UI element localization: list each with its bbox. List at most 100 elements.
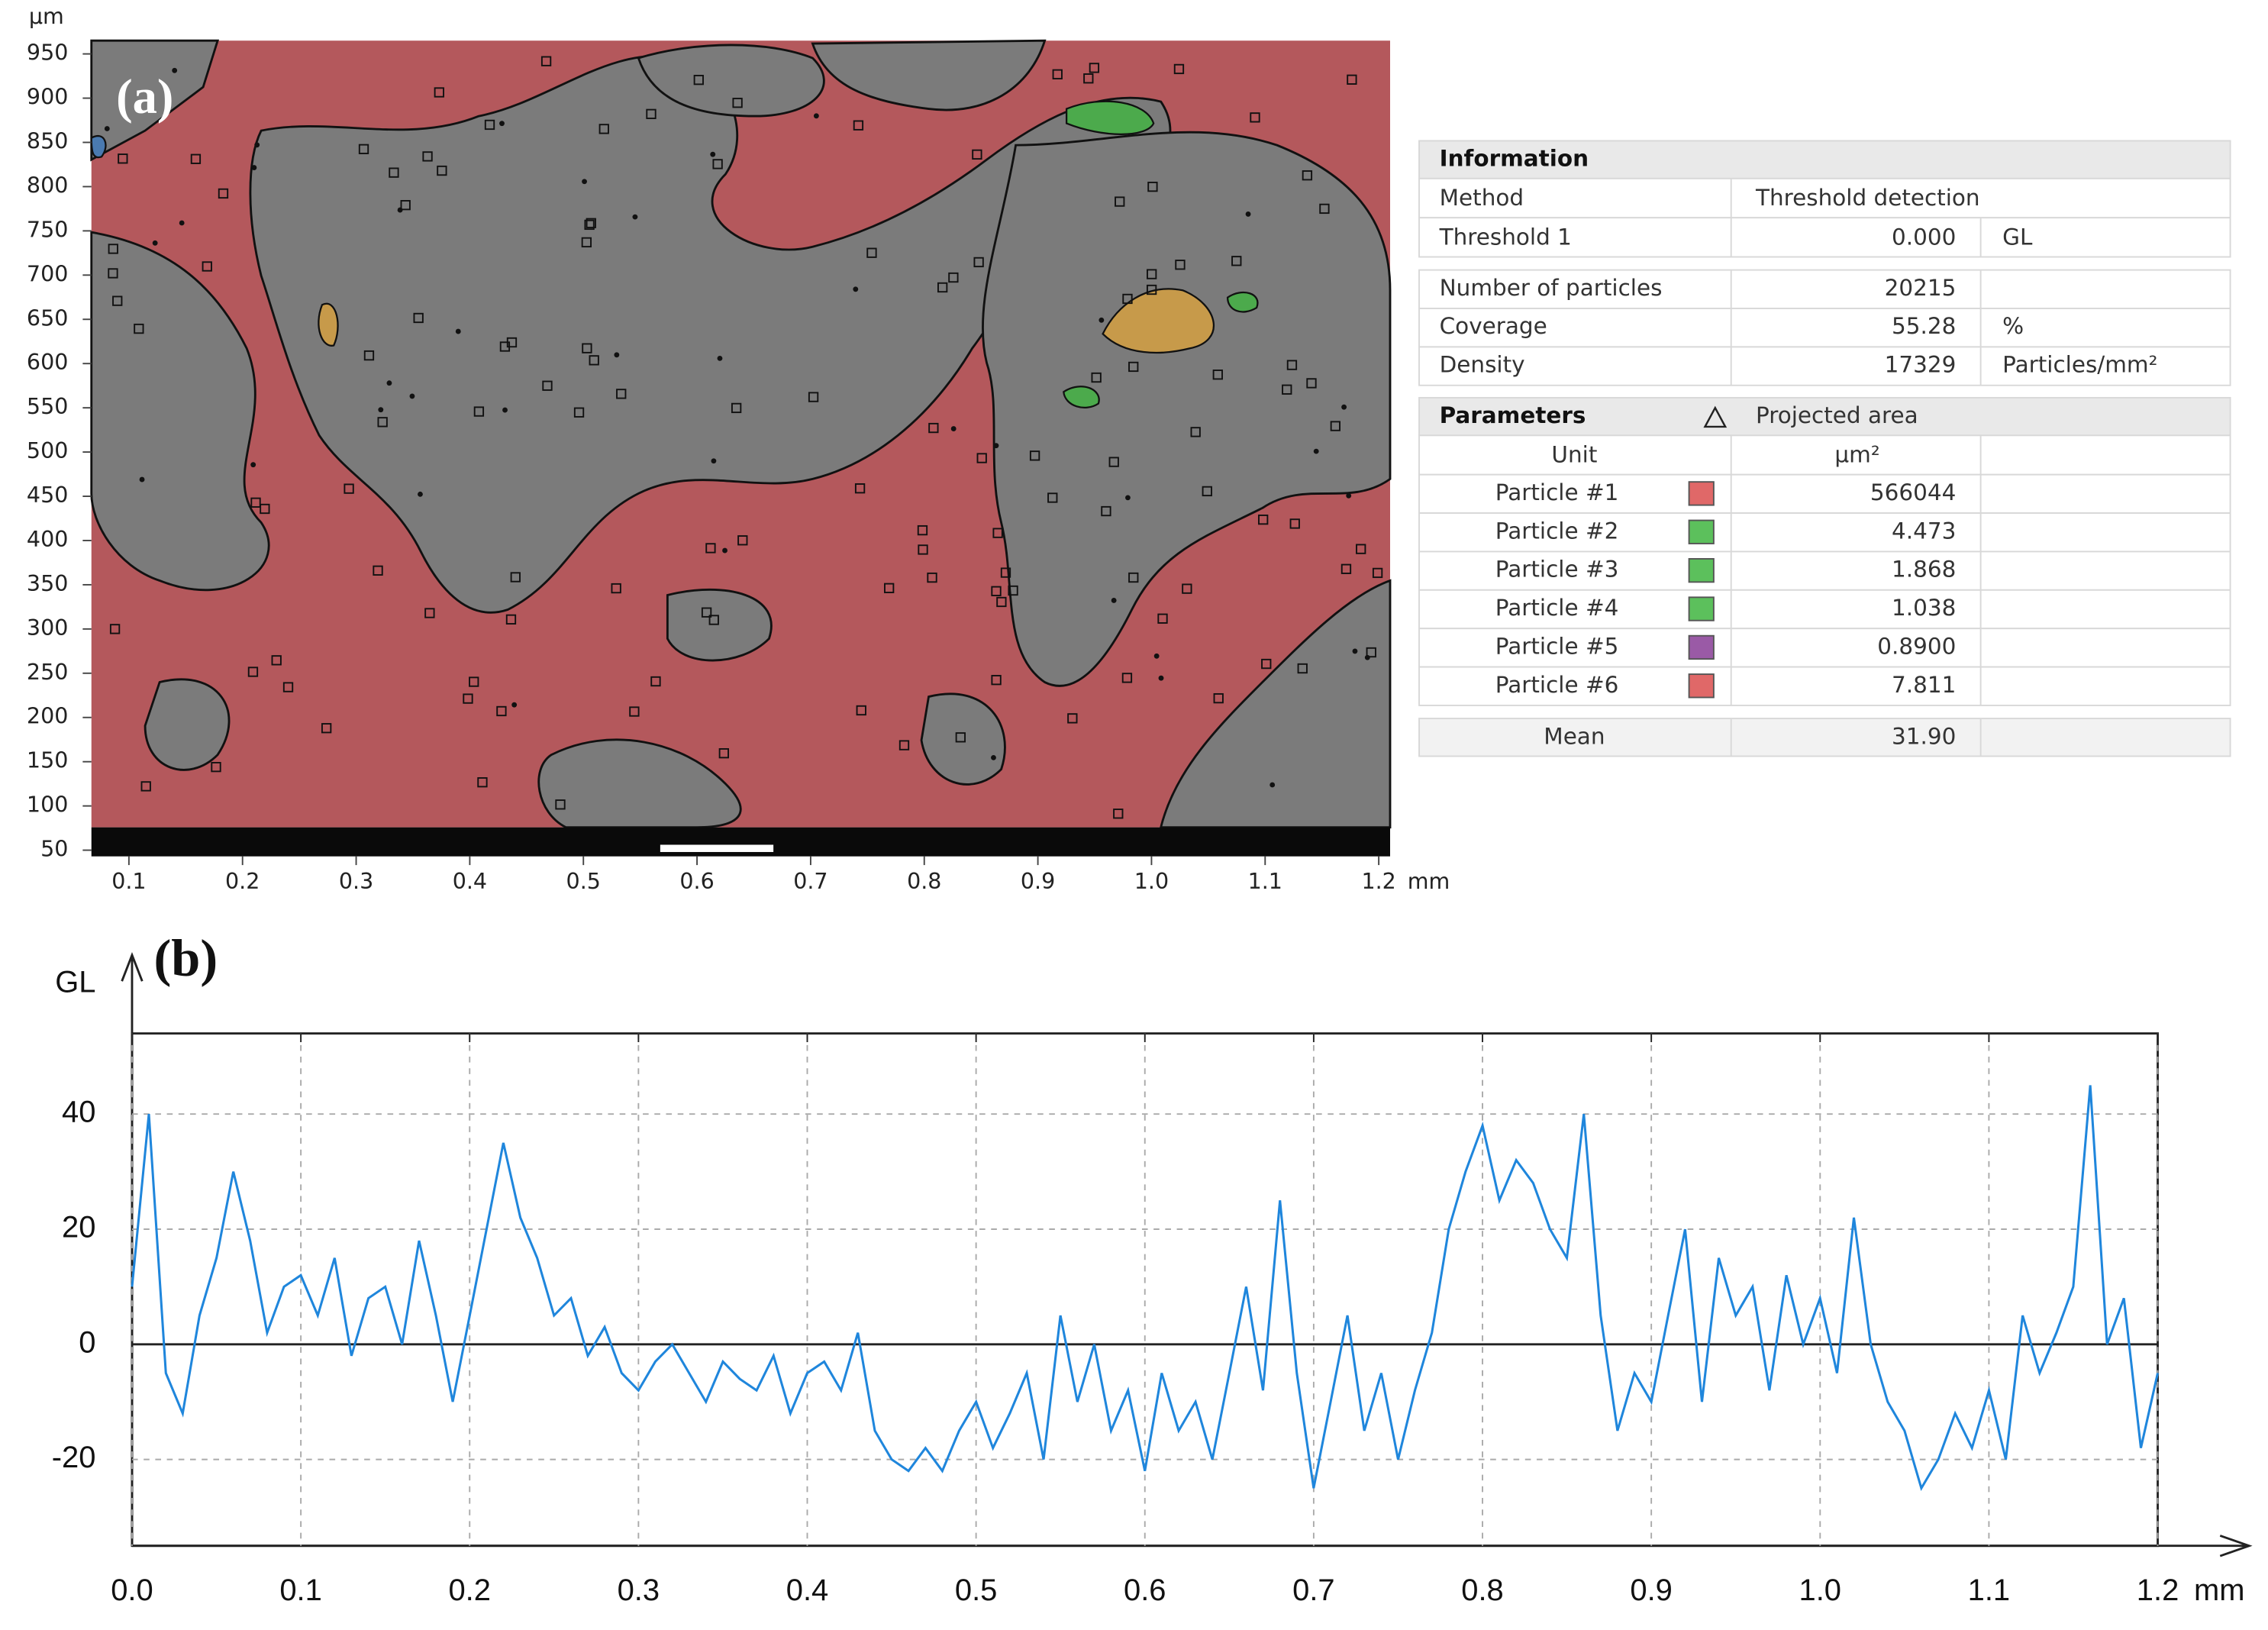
x-tick-label: 0.0 xyxy=(111,1574,153,1607)
particle-marker xyxy=(1258,514,1269,525)
particle-marker xyxy=(1029,450,1040,461)
particle-marker xyxy=(496,705,507,717)
particle-marker xyxy=(139,476,145,483)
particle-name: Particle #3 xyxy=(1495,557,1619,583)
particle-marker xyxy=(418,491,423,497)
particle-marker xyxy=(1269,782,1276,788)
particle-marker xyxy=(898,740,910,750)
particle-marker xyxy=(140,781,151,792)
particle-marker xyxy=(650,676,661,687)
particle-marker xyxy=(109,624,121,634)
y-tick-label: 600 xyxy=(27,350,68,375)
particle-markers xyxy=(104,56,1383,819)
particle-marker xyxy=(710,151,716,157)
particle-marker xyxy=(856,705,866,716)
table-row xyxy=(1418,177,2231,219)
particle-marker xyxy=(1282,384,1292,395)
y-tick-label: 300 xyxy=(27,615,68,641)
particle-marker xyxy=(950,426,957,431)
x-tick-label: 1.1 xyxy=(1968,1574,2010,1607)
sort-icon xyxy=(1703,405,1728,428)
x-tick-label: 0.7 xyxy=(793,869,828,894)
particle-marker xyxy=(581,237,592,248)
particle-marker xyxy=(918,544,928,555)
particle-marker xyxy=(813,113,819,119)
particle-marker xyxy=(422,151,433,162)
unit-label: Unit xyxy=(1551,441,1597,467)
particle-marker xyxy=(1000,567,1011,578)
particle-marker xyxy=(469,676,479,687)
y-tick-label: 650 xyxy=(27,305,68,331)
gray-regions xyxy=(90,39,1392,829)
particle-marker xyxy=(271,655,282,666)
particle-marker xyxy=(1175,260,1186,270)
particle-marker xyxy=(1190,427,1201,437)
particle-marker xyxy=(718,748,729,759)
particle-marker xyxy=(1261,658,1272,670)
particle-marker xyxy=(598,124,609,134)
particle-marker xyxy=(991,586,1002,596)
particle-marker xyxy=(254,142,260,148)
particle-marker xyxy=(247,667,259,677)
particle-marker xyxy=(118,153,128,164)
particle-color xyxy=(1688,519,1715,544)
particle-marker xyxy=(1128,361,1139,373)
particle-color xyxy=(1688,634,1715,660)
particle-marker xyxy=(1153,653,1160,659)
particle-marker xyxy=(708,615,719,625)
y-tick-label: 900 xyxy=(27,85,68,110)
particle-marker xyxy=(589,355,599,366)
particle-marker xyxy=(1121,673,1133,683)
particle-marker xyxy=(112,295,123,306)
table-row xyxy=(1418,666,2231,706)
particle-marker xyxy=(499,341,511,352)
particle-marker xyxy=(455,328,461,334)
particle-marker xyxy=(108,244,118,254)
colored-particles xyxy=(90,100,1259,409)
particle-marker xyxy=(1083,73,1094,84)
x-tick-label: 1.0 xyxy=(1134,869,1169,894)
table-row xyxy=(1418,512,2231,553)
y-tick-label: 750 xyxy=(27,217,68,242)
particle-marker xyxy=(1286,360,1298,370)
particle-marker xyxy=(540,56,552,66)
particle-marker xyxy=(1202,486,1212,497)
particle-marker xyxy=(1111,598,1117,603)
particle-value: 0.8900 xyxy=(1877,633,1956,659)
x-tick-label: 1.0 xyxy=(1799,1574,1841,1607)
particle-marker xyxy=(1352,648,1358,654)
particle-color xyxy=(1688,481,1715,506)
particle-marker xyxy=(202,261,212,272)
particle-marker xyxy=(389,167,399,178)
panel-b-plot: -20 0 20 40 0.0 0.1 0.2 0.3 0.4 0.5 0.6 0.7 0.8 0.9 1.… xyxy=(52,1033,2179,1607)
mean-label: Mean xyxy=(1544,723,1605,749)
x-tick-label: 0.8 xyxy=(907,869,941,894)
row-label: Method xyxy=(1440,185,1524,211)
row-unit: Particles/mm² xyxy=(2002,352,2157,378)
x-tick-label: 0.2 xyxy=(448,1574,490,1607)
y-tick-label: 400 xyxy=(27,527,68,552)
row-value: 20215 xyxy=(1885,275,1957,301)
particle-marker xyxy=(853,286,859,292)
particle-marker xyxy=(973,257,984,268)
particle-marker xyxy=(573,407,585,418)
particle-marker xyxy=(413,312,424,324)
x-tick-label: 0.4 xyxy=(453,869,487,894)
y-tick-label: 800 xyxy=(27,173,68,198)
particle-marker xyxy=(629,706,640,717)
y-tick-label: 700 xyxy=(27,261,68,286)
x-tick-label: 0.3 xyxy=(339,869,373,894)
particle-marker xyxy=(152,240,158,246)
x-tick-label: 1.1 xyxy=(1248,869,1282,894)
row-value: Threshold detection xyxy=(1755,185,1980,211)
particle-marker xyxy=(477,777,488,788)
particle-marker xyxy=(1101,505,1111,517)
row-label: Threshold 1 xyxy=(1439,224,1572,250)
x-tick-label: 0.1 xyxy=(279,1574,321,1607)
particle-marker xyxy=(179,220,185,226)
particle-marker xyxy=(511,702,518,708)
x-tick-label: 0.4 xyxy=(786,1574,828,1607)
particle-marker xyxy=(928,422,939,434)
